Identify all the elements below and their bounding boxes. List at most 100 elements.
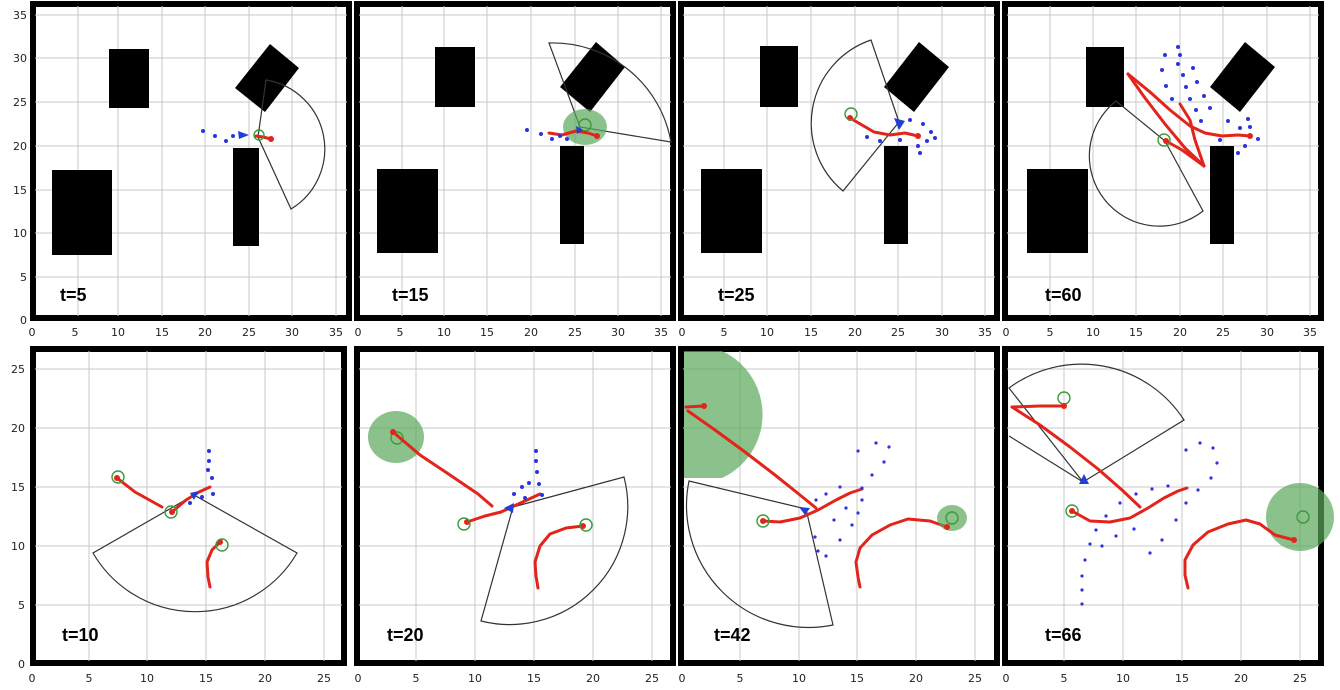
obstacle [1027, 169, 1088, 253]
panel-frame [30, 346, 347, 666]
trajectory-point [268, 136, 274, 142]
panel-top-3: t=25 [678, 1, 1000, 321]
time-label: t=15 [392, 285, 429, 305]
x-tick: 10 [140, 672, 154, 685]
trajectory [1010, 404, 1064, 409]
predicted-points [188, 449, 215, 505]
grid [35, 351, 342, 661]
y-tick-labels: 0 5 10 15 20 25 [11, 363, 25, 671]
time-label: t=5 [60, 285, 87, 305]
x-tick: 0 [29, 672, 36, 685]
goal-region [368, 411, 424, 463]
trajectory-point [114, 475, 120, 481]
goal-marker [945, 511, 959, 525]
trajectory-point [1069, 508, 1075, 514]
trajectory [115, 476, 164, 509]
x-tick: 25 [242, 326, 256, 339]
goal-marker [844, 107, 858, 121]
trajectory [1126, 72, 1252, 138]
x-tick: 10 [1086, 326, 1100, 339]
y-tick: 25 [11, 363, 25, 376]
trajectory-point [1163, 138, 1169, 144]
x-tick-labels: 0 5 10 15 20 25 30 35 0 5 10 15 20 25 30… [29, 326, 1318, 339]
x-tick: 35 [978, 326, 992, 339]
robot-marker [894, 118, 905, 130]
trajectory [1070, 486, 1189, 524]
obstacle [109, 49, 149, 108]
y-tick: 15 [11, 481, 25, 494]
field-of-view [548, 42, 672, 143]
goal-marker [756, 514, 770, 528]
obstacle [52, 170, 112, 255]
x-tick: 10 [111, 326, 125, 339]
x-tick: 25 [568, 326, 582, 339]
y-tick: 30 [13, 52, 27, 65]
x-tick: 5 [397, 326, 404, 339]
x-tick: 20 [586, 672, 600, 685]
trajectory-point [169, 509, 175, 515]
obstacle [701, 169, 762, 253]
x-tick: 25 [891, 326, 905, 339]
field-of-view [810, 39, 900, 192]
x-tick: 10 [468, 672, 482, 685]
goal-marker [164, 505, 178, 519]
predicted-points [525, 128, 569, 141]
y-tick: 5 [20, 271, 27, 284]
field-of-view [685, 480, 834, 629]
x-tick: 25 [1293, 672, 1307, 685]
obstacle [435, 47, 475, 107]
grid [1007, 351, 1319, 661]
goal-region [937, 505, 967, 531]
x-tick: 15 [199, 672, 213, 685]
x-tick: 20 [909, 672, 923, 685]
panel-frame [678, 1, 1000, 321]
trajectory-point [760, 518, 766, 524]
x-tick: 5 [737, 672, 744, 685]
panel-frame [354, 1, 676, 321]
panel-top-2: t=15 [354, 1, 676, 321]
y-tick: 10 [13, 227, 27, 240]
x-tick: 30 [285, 326, 299, 339]
trajectory [547, 129, 599, 138]
x-tick: 0 [679, 672, 686, 685]
panel-bottom-3: t=42 [678, 346, 1000, 666]
time-label: t=60 [1045, 285, 1082, 305]
trajectory [848, 116, 920, 138]
x-tick: 20 [848, 326, 862, 339]
x-tick: 5 [1061, 672, 1068, 685]
robot-marker [799, 507, 810, 515]
robot-marker [504, 503, 514, 513]
obstacle [884, 42, 949, 112]
y-tick-labels: 0 5 10 15 20 25 30 35 [13, 9, 27, 327]
x-tick: 30 [1260, 326, 1274, 339]
predicted-points [512, 449, 544, 500]
trajectory-point [580, 523, 586, 529]
trajectory-point [701, 403, 707, 409]
goal-region [563, 109, 607, 145]
trajectory [533, 524, 585, 590]
field-of-view [1088, 100, 1204, 227]
goal-marker [457, 517, 471, 531]
field-of-view [1008, 435, 1084, 483]
x-tick: 35 [654, 326, 668, 339]
goal-region [684, 351, 763, 478]
x-tick-labels: 0 5 10 15 20 25 0 5 10 15 20 25 0 5 10 1… [29, 672, 1308, 685]
y-tick: 10 [11, 540, 25, 553]
trajectory-point [915, 133, 921, 139]
panel-bottom-4: t=66 [1002, 346, 1334, 666]
x-tick: 15 [1175, 672, 1189, 685]
obstacle [1210, 146, 1234, 244]
trajectory-point [390, 429, 396, 435]
time-label: t=66 [1045, 625, 1082, 645]
panel-bottom-1: t=10 [30, 346, 347, 666]
goal-marker [1157, 133, 1171, 147]
field-of-view [480, 476, 629, 626]
x-tick: 15 [1129, 326, 1143, 339]
x-tick: 5 [721, 326, 728, 339]
x-tick: 20 [1173, 326, 1187, 339]
x-tick: 15 [527, 672, 541, 685]
y-tick: 20 [11, 422, 25, 435]
predicted-points [1080, 441, 1219, 606]
time-label: t=42 [714, 625, 751, 645]
obstacle [377, 169, 438, 253]
